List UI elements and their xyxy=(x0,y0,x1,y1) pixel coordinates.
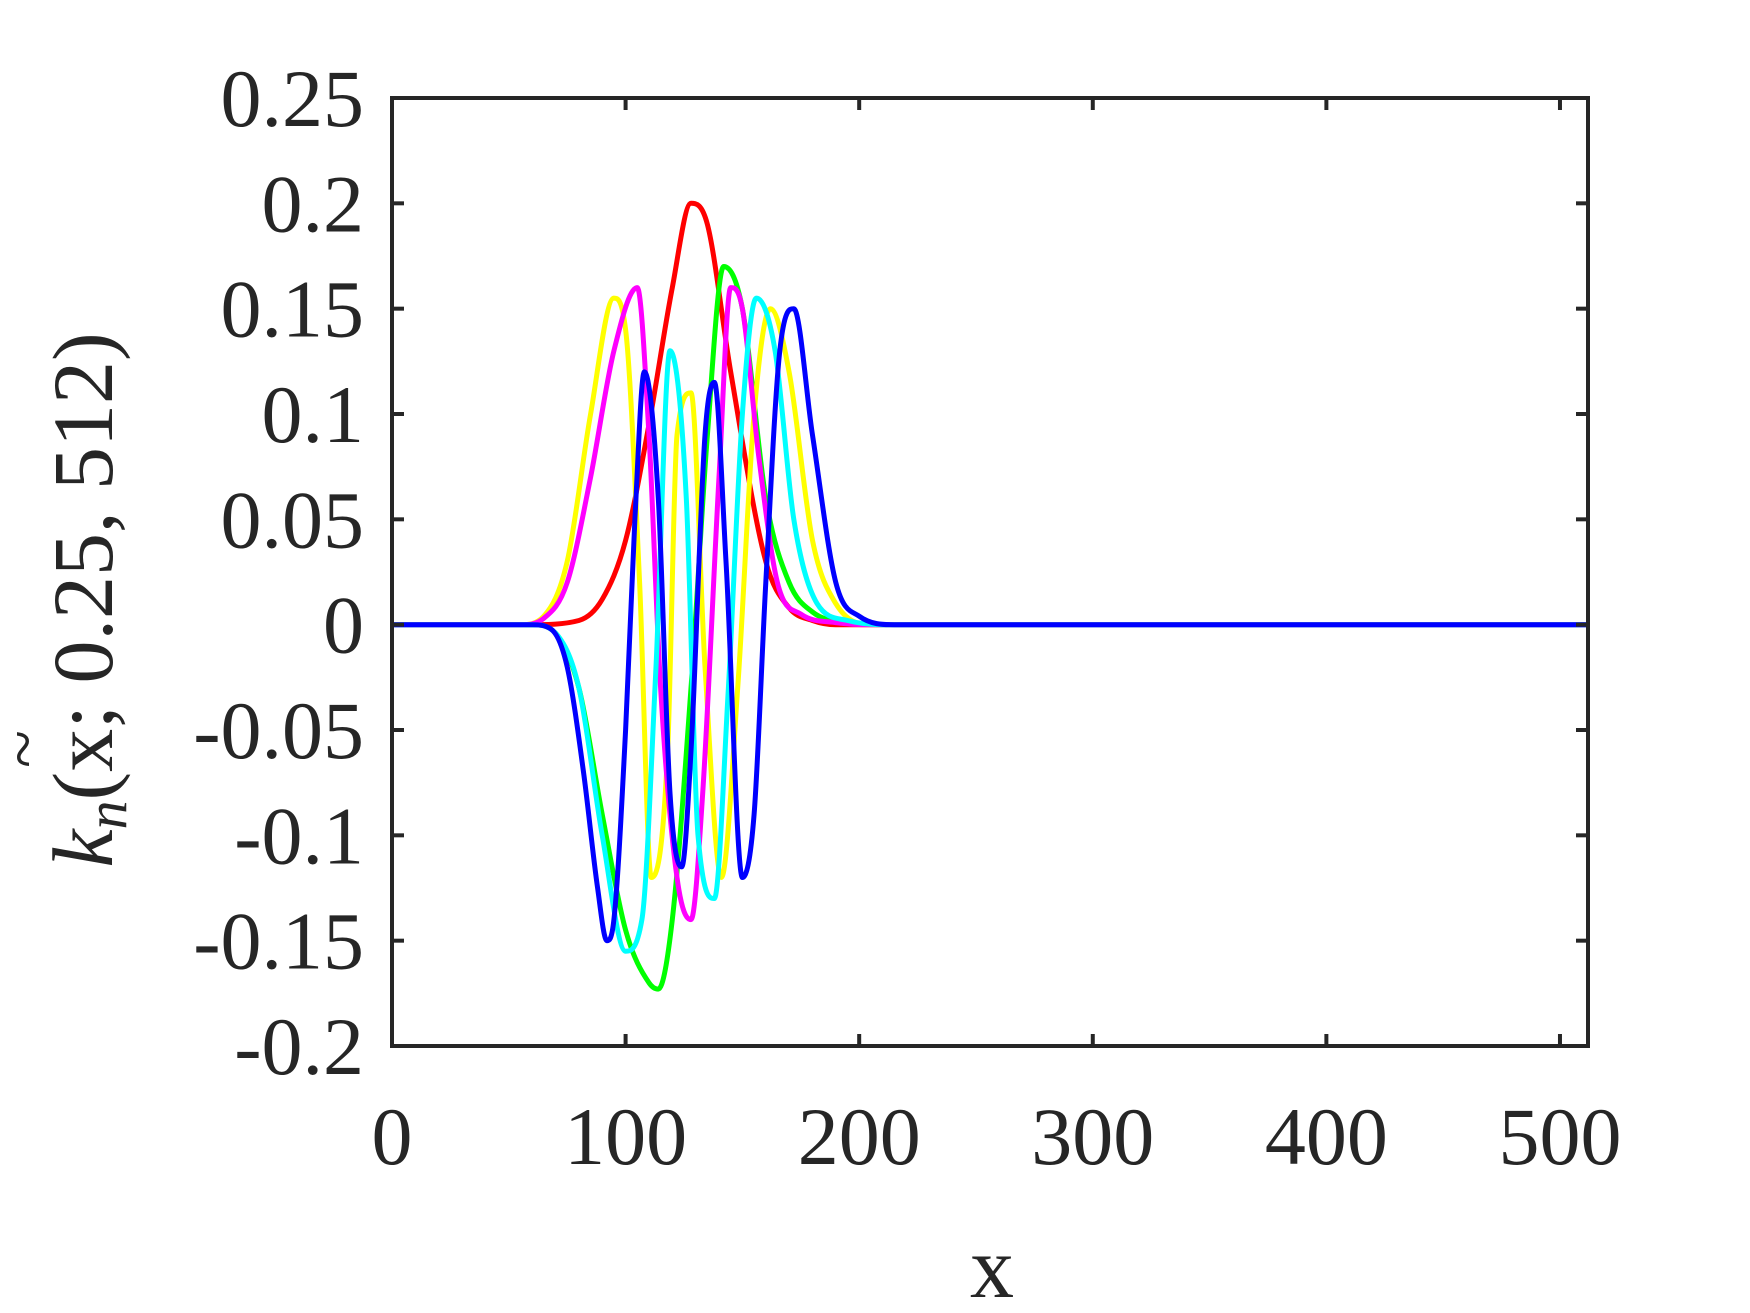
y-axis-title-subscript: n xyxy=(74,801,139,830)
series-line-5 xyxy=(392,295,1588,954)
tick-layer xyxy=(390,96,1588,1048)
x-tick-label: 400 xyxy=(1265,1091,1388,1182)
y-axis-title-args: (x; 0.25, 512) xyxy=(35,332,131,800)
y-tick-label: 0.25 xyxy=(221,53,365,144)
series-line-6 xyxy=(392,306,1588,944)
x-tick-label: 200 xyxy=(798,1091,921,1182)
x-tick-label: 0 xyxy=(372,1091,413,1182)
y-axis-title-accent: ~ xyxy=(0,730,62,768)
y-tick-label: 0 xyxy=(323,580,364,671)
y-axis-title: kn(x; 0.25, 512) ~ xyxy=(0,332,139,867)
series-line-3 xyxy=(392,295,1588,880)
x-axis-title: x xyxy=(970,1220,1014,1313)
label-layer: 0 100 200 300 400 500 -0.2 -0.15 -0.1 -0.05 0 0.05 0… xyxy=(193,53,1621,1182)
x-tick-label: 500 xyxy=(1498,1091,1621,1182)
plot-frame xyxy=(390,96,1590,1048)
y-tick-label: 0.2 xyxy=(262,158,365,249)
y-tick-label: -0.05 xyxy=(193,685,364,776)
y-tick-label: 0.05 xyxy=(221,474,365,565)
x-tick-label: 300 xyxy=(1031,1091,1154,1182)
svg-text:kn(x; 0.25, 512): kn(x; 0.25, 512) xyxy=(35,332,139,867)
x-tick-label: 100 xyxy=(564,1091,687,1182)
y-axis-title-base: k xyxy=(35,828,131,868)
y-tick-label: -0.1 xyxy=(234,790,364,881)
y-tick-label: -0.2 xyxy=(234,1001,364,1092)
y-tick-label: -0.15 xyxy=(193,896,364,987)
series-layer xyxy=(392,200,1588,992)
y-tick-label: 0.1 xyxy=(262,369,365,460)
y-tick-label: 0.15 xyxy=(221,264,365,355)
